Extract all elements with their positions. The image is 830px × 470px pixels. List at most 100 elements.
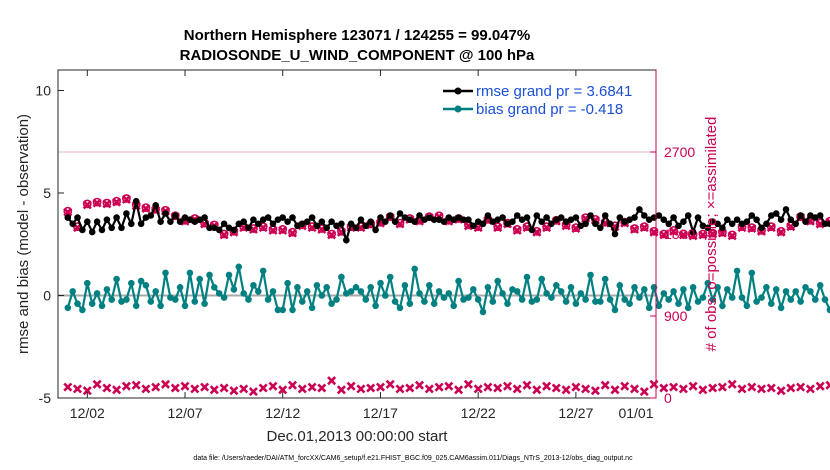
rmse-point <box>670 214 677 221</box>
obs-possible-marker <box>512 224 522 234</box>
obs-bottom-marker <box>239 384 249 394</box>
obs-assimilated-marker <box>659 230 669 240</box>
obs-bottom-marker <box>717 382 727 392</box>
bias-point <box>264 296 272 303</box>
y-tick-label-left: -5 <box>39 390 52 406</box>
bias-point <box>660 290 668 297</box>
bias-point <box>597 298 604 305</box>
rmse-point <box>538 218 545 225</box>
rmse-point <box>386 212 394 219</box>
rmse-point <box>113 214 120 221</box>
rmse-point <box>743 218 751 225</box>
obs-bottom-marker <box>405 383 415 393</box>
rmse-point <box>157 218 164 225</box>
rmse-point <box>338 220 345 228</box>
rmse-point <box>352 224 360 232</box>
bias-point <box>601 275 609 283</box>
obs-bottom-marker <box>825 380 830 390</box>
bias-point <box>479 308 487 316</box>
rmse-point <box>313 222 321 230</box>
obs-bottom-marker <box>297 384 307 394</box>
plot-area <box>58 70 656 398</box>
bias-point <box>689 284 697 291</box>
bias-point <box>74 300 81 308</box>
rmse-point <box>152 202 159 209</box>
obs-bottom-marker <box>385 379 395 389</box>
bias-point <box>606 296 614 303</box>
rmse-point <box>176 218 184 225</box>
bias-point <box>157 302 164 310</box>
rmse-point <box>509 218 516 225</box>
obs-bottom-marker <box>102 383 112 393</box>
rmse-point <box>103 216 111 223</box>
bias-point <box>318 292 326 299</box>
bias-point <box>206 271 213 279</box>
bias-point <box>504 300 511 308</box>
bias-point <box>250 282 257 289</box>
rmse-point <box>343 236 350 244</box>
obs-bottom-marker <box>375 382 386 392</box>
rmse-point <box>284 218 291 225</box>
obs-possible-marker <box>708 228 718 238</box>
obs-bottom-marker <box>141 384 151 394</box>
obs-bottom-marker <box>121 381 131 391</box>
rmse-point <box>528 226 536 234</box>
bias-point <box>382 292 389 299</box>
legend-rmse-marker <box>454 87 462 95</box>
rmse-point <box>362 222 370 230</box>
obs-bottom-marker <box>366 383 376 393</box>
bias-point <box>142 282 150 289</box>
obs-bottom-marker <box>493 383 503 393</box>
obs-bottom-marker <box>151 382 161 392</box>
rmse-point <box>416 212 423 219</box>
obs-bottom-marker <box>698 385 708 395</box>
bias-point <box>235 263 243 271</box>
bias-point <box>308 304 316 312</box>
rmse-point <box>572 214 580 221</box>
chart-title-line-1: Northern Hemisphere 123071 / 124255 = 99… <box>184 27 530 44</box>
rmse-point <box>792 220 799 228</box>
rmse-point <box>728 220 736 228</box>
rmse-point <box>328 218 335 225</box>
rmse-point <box>118 224 125 232</box>
rmse-point <box>128 220 135 228</box>
x-tick-label: 12/02 <box>70 405 105 421</box>
rmse-point <box>206 224 213 232</box>
bias-point <box>562 298 570 305</box>
bias-point <box>455 277 462 285</box>
bias-point <box>328 300 335 308</box>
rmse-point <box>543 214 550 221</box>
bias-point <box>665 296 672 303</box>
bias-point <box>113 275 120 283</box>
obs-bottom-marker <box>395 384 405 394</box>
rmse-point <box>123 210 130 217</box>
bias-point <box>616 282 624 289</box>
bias-point <box>426 282 433 289</box>
bias-point <box>186 269 194 277</box>
obs-bottom-marker <box>600 380 610 390</box>
bias-point <box>254 288 262 295</box>
obs-bottom-marker <box>512 384 522 394</box>
obs-assimilated-marker <box>717 228 727 238</box>
bias-point <box>812 296 819 303</box>
bias-point <box>108 296 115 303</box>
obs-bottom-marker <box>542 381 552 391</box>
rmse-point <box>499 214 506 221</box>
bias-point <box>484 284 492 291</box>
bias-point <box>93 290 101 297</box>
bias-point <box>513 288 521 295</box>
bias-point <box>523 273 531 281</box>
rmse-point <box>460 216 467 223</box>
bias-point <box>181 302 189 310</box>
bias-point <box>772 286 780 293</box>
rmse-point <box>592 220 599 228</box>
bias-point <box>284 279 291 287</box>
bias-point <box>470 286 477 293</box>
obs-bottom-marker <box>522 380 532 390</box>
rmse-point <box>484 212 492 219</box>
bias-point <box>499 290 506 297</box>
bias-point <box>79 306 86 314</box>
bias-point <box>386 273 394 281</box>
rmse-point <box>465 216 472 223</box>
obs-bottom-marker <box>639 387 649 397</box>
